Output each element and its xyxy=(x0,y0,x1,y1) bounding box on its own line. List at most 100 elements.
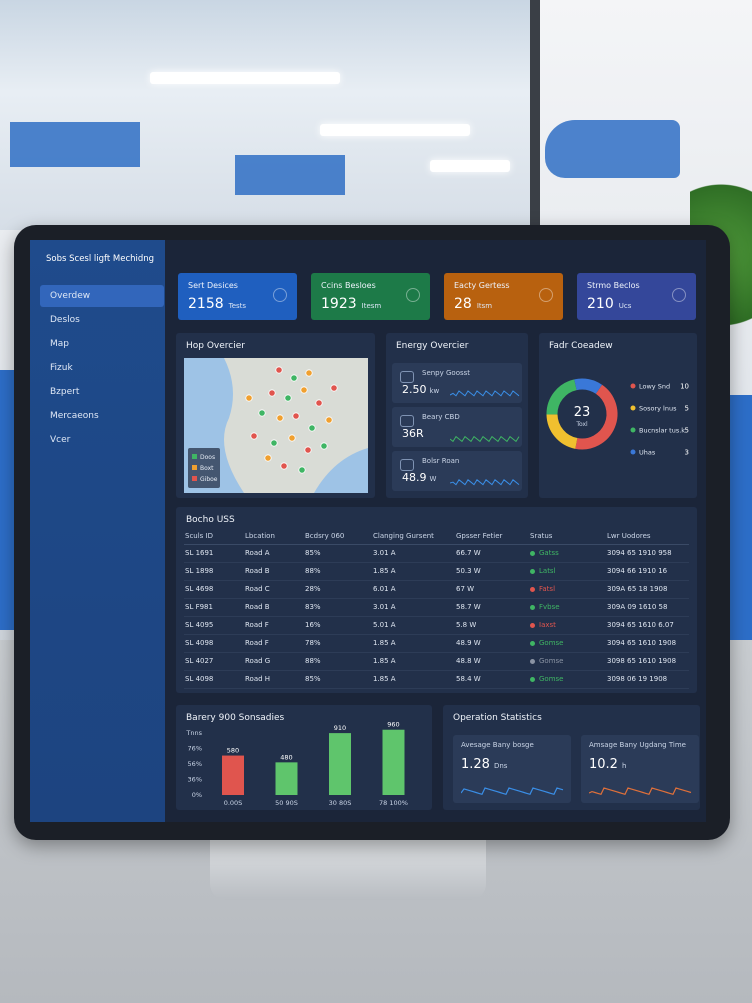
stat-label: Amsage Bany Ugdang Time xyxy=(589,741,686,749)
status-text: Gatss xyxy=(539,549,559,557)
kpi-label: Sert Desices xyxy=(188,281,238,290)
map-pin xyxy=(275,366,283,374)
map-pin xyxy=(308,424,316,432)
energy-icon xyxy=(400,415,414,427)
map-pin xyxy=(258,409,266,417)
kpi-card: Sert Desices 2158 Tests xyxy=(178,273,297,320)
table-cell: 3.01 A xyxy=(373,549,396,557)
energy-row: Beary CBD 36R xyxy=(392,407,522,447)
legend-swatch xyxy=(192,465,197,470)
table-cell: Iaxst xyxy=(530,621,556,629)
table-cell: Road B xyxy=(245,603,270,611)
table-cell: Fatsl xyxy=(530,585,555,593)
ops-panel: Operation Statistics Avesage Bany bosge 1… xyxy=(443,705,700,810)
menu-item[interactable]: Fizuk xyxy=(50,363,73,373)
legend-dot xyxy=(630,427,636,433)
donut-segment xyxy=(546,379,578,415)
menu-item[interactable]: Mercaeons xyxy=(50,411,99,421)
table-cell: Gomse xyxy=(530,675,563,683)
kpi-number: 2158 xyxy=(188,296,224,312)
kpi-number: 210 xyxy=(587,296,614,312)
status-dot xyxy=(530,604,535,610)
panel-title: Barery 900 Sonsadies xyxy=(186,713,285,723)
energy-row: Bolsr Roan 48.9 W xyxy=(392,451,522,491)
status-dot xyxy=(530,640,535,646)
table-cell: 3094 66 1910 16 xyxy=(607,567,668,575)
donut-total-label: Toxl xyxy=(575,421,588,428)
x-tick-label: 30 80S xyxy=(329,799,352,807)
table-header: Lwr Uodores xyxy=(607,532,651,540)
kpi-label: Ccins Besloes xyxy=(321,281,376,290)
kpi-card: Strmo Beclos 210 Ucs xyxy=(577,273,696,320)
map-pin xyxy=(264,454,272,462)
bar-chart: Tnns 76% 56% 36% 0% 580 0.00S 480 50 90S 910 30 80… xyxy=(185,721,408,807)
bar xyxy=(329,733,351,795)
status-text: Iaxst xyxy=(539,621,556,629)
menu-item[interactable]: Map xyxy=(50,339,69,349)
table-header: Sculs ID xyxy=(185,532,213,540)
table-cell: 50.3 W xyxy=(456,567,481,575)
ceiling-light xyxy=(430,160,510,172)
map-pin xyxy=(320,442,328,450)
table-cell: 3094 65 1910 958 xyxy=(607,549,672,557)
sparkline xyxy=(450,390,520,397)
table-cell: Gomse xyxy=(530,657,563,665)
row-rule xyxy=(184,598,689,599)
menu-item[interactable]: Vcer xyxy=(50,435,71,445)
donut-segment xyxy=(575,384,618,450)
table-cell: 3094 65 1610 6.07 xyxy=(607,621,674,629)
bar-value-label: 480 xyxy=(280,753,292,761)
table-cell: Gomse xyxy=(530,639,563,647)
x-tick-label: 78 100% xyxy=(379,799,408,807)
row-rule xyxy=(184,670,689,671)
bar-value-label: 960 xyxy=(387,721,399,729)
kpi-unit: Itesm xyxy=(361,302,382,310)
map-pin xyxy=(270,439,278,447)
table-cell: SL 4098 xyxy=(185,639,214,647)
table-cell: SL 4098 xyxy=(185,675,214,683)
status-dot xyxy=(530,676,535,682)
table-cell: 1.85 A xyxy=(373,639,396,647)
table-cell: 67 W xyxy=(456,585,475,593)
table-cell: SL 1898 xyxy=(185,567,214,575)
kpi-unit: Tests xyxy=(228,302,247,310)
legend-label: Bucnslar tus.k xyxy=(639,427,685,435)
sparkline xyxy=(450,479,520,486)
menu-item[interactable]: Bzpert xyxy=(50,387,80,397)
sparkline-path xyxy=(450,479,520,486)
map-pin xyxy=(280,462,288,470)
screen: Sobs Scesl ligft Mechidng Overdew Deslos M… xyxy=(30,240,706,822)
map-pin xyxy=(304,446,312,454)
energy-label: Beary CBD xyxy=(422,413,460,421)
table-cell: 6.01 A xyxy=(373,585,396,593)
legend-dot xyxy=(630,405,636,411)
table-cell: 3.01 A xyxy=(373,603,396,611)
map-pin xyxy=(250,432,258,440)
y-axis-label: Tnns xyxy=(185,729,202,737)
donut-segment xyxy=(546,413,578,449)
table-cell: 78% xyxy=(305,639,321,647)
legend-dot xyxy=(630,383,636,389)
legend-swatch xyxy=(192,454,197,459)
energy-label: Bolsr Roan xyxy=(422,457,460,465)
kpi-card: Eacty Gertess 28 Itsm xyxy=(444,273,563,320)
app-title: Sobs Scesl ligft Mechidng xyxy=(46,254,155,264)
header-rule xyxy=(184,544,689,545)
map-pin xyxy=(300,386,308,394)
menu-item[interactable]: Deslos xyxy=(50,315,80,325)
menu-item[interactable]: Overdew xyxy=(40,285,164,307)
table-cell: 3098 06 19 1908 xyxy=(607,675,668,683)
kpi-value: 2158 Tests xyxy=(188,296,246,312)
sparkline-path xyxy=(589,787,692,796)
map-pin xyxy=(292,412,300,420)
sparkline xyxy=(461,787,564,796)
bars-panel: Barery 900 Sonsadies Tnns 76% 56% 36% 0% 580 0… xyxy=(176,705,432,810)
table-cell: 309A 09 1610 58 xyxy=(607,603,668,611)
energy-value: 36R xyxy=(402,427,427,440)
table-cell: 58.4 W xyxy=(456,675,481,683)
table-cell: 5.01 A xyxy=(373,621,396,629)
table-cell: Gatss xyxy=(530,549,559,557)
donut-total: 23 xyxy=(574,405,591,420)
table-cell: Road H xyxy=(245,675,271,683)
